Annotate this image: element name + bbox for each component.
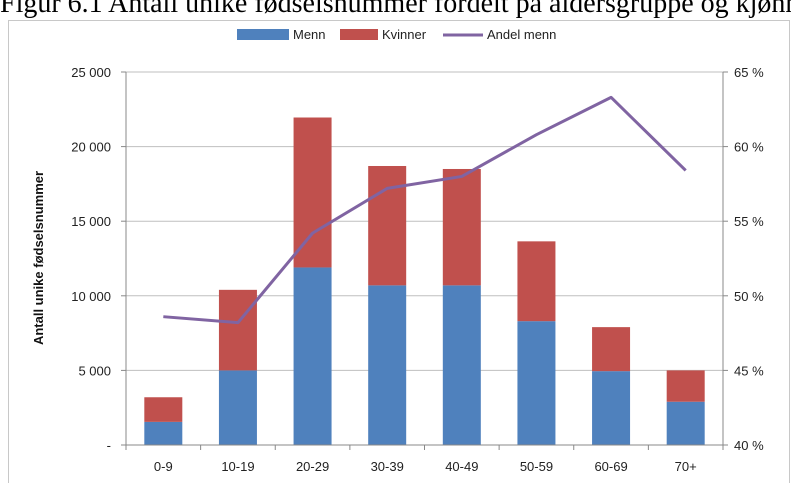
legend-label-menn: Menn	[293, 27, 326, 42]
legend-label-andel-menn: Andel menn	[487, 27, 556, 42]
y-tick-label: 10 000	[71, 289, 111, 304]
bar-kvinner-10-19	[218, 289, 257, 371]
x-tick-label: 40-49	[445, 459, 478, 474]
bar-menn-0-9	[144, 421, 183, 445]
bar-menn-30-39	[368, 285, 407, 445]
x-tick-label: 20-29	[296, 459, 329, 474]
bar-kvinner-20-29	[293, 117, 332, 268]
bar-menn-60-69	[592, 371, 631, 445]
x-tick-label: 0-9	[154, 459, 173, 474]
legend-swatch-kvinner	[340, 29, 378, 40]
chart-frame	[8, 20, 790, 483]
x-tick-label: 70+	[675, 459, 697, 474]
bar-menn-20-29	[293, 267, 332, 445]
bar-kvinner-0-9	[144, 397, 183, 422]
x-tick-label: 60-69	[594, 459, 627, 474]
bar-kvinner-60-69	[592, 327, 631, 372]
y2-tick-label: 55 %	[734, 214, 764, 229]
bar-kvinner-50-59	[517, 241, 556, 322]
bar-menn-40-49	[442, 285, 481, 445]
bar-kvinner-40-49	[442, 168, 481, 286]
y-tick-label: 20 000	[71, 140, 111, 155]
bar-menn-50-59	[517, 321, 556, 445]
y-tick-label: 15 000	[71, 214, 111, 229]
y2-tick-label: 60 %	[734, 140, 764, 155]
line-andel-menn	[163, 95, 687, 325]
y-tick-label: 5 000	[78, 363, 111, 378]
y2-tick-label: 65 %	[734, 65, 764, 80]
y-tick-label: 25 000	[71, 65, 111, 80]
axes: - 40 % 5 000 45 % 10 000 50 % 15 000 55 % 20 000…	[71, 65, 764, 474]
y2-tick-label: 50 %	[734, 289, 764, 304]
bar-menn-10-19	[218, 370, 257, 445]
bars	[144, 117, 705, 445]
gridlines	[126, 71, 723, 371]
legend-swatch-menn	[237, 29, 289, 40]
y2-tick-label: 40 %	[734, 438, 764, 453]
legend-label-kvinner: Kvinner	[382, 27, 427, 42]
x-tick-label: 50-59	[520, 459, 553, 474]
x-tick-label: 30-39	[371, 459, 404, 474]
x-tick-label: 10-19	[221, 459, 254, 474]
share-line	[163, 95, 687, 325]
bar-menn-70+	[666, 401, 705, 445]
bar-kvinner-30-39	[368, 165, 407, 286]
bar-kvinner-70+	[666, 370, 705, 402]
legend: Menn Kvinner Andel menn	[237, 27, 556, 42]
y2-tick-label: 45 %	[734, 363, 764, 378]
figure-caption: Figur 6.1 Antall unike fødselsnummer for…	[0, 0, 791, 19]
y-tick-label: -	[107, 438, 111, 453]
y-axis-label: Antall unike fødselsnummer	[31, 171, 46, 345]
